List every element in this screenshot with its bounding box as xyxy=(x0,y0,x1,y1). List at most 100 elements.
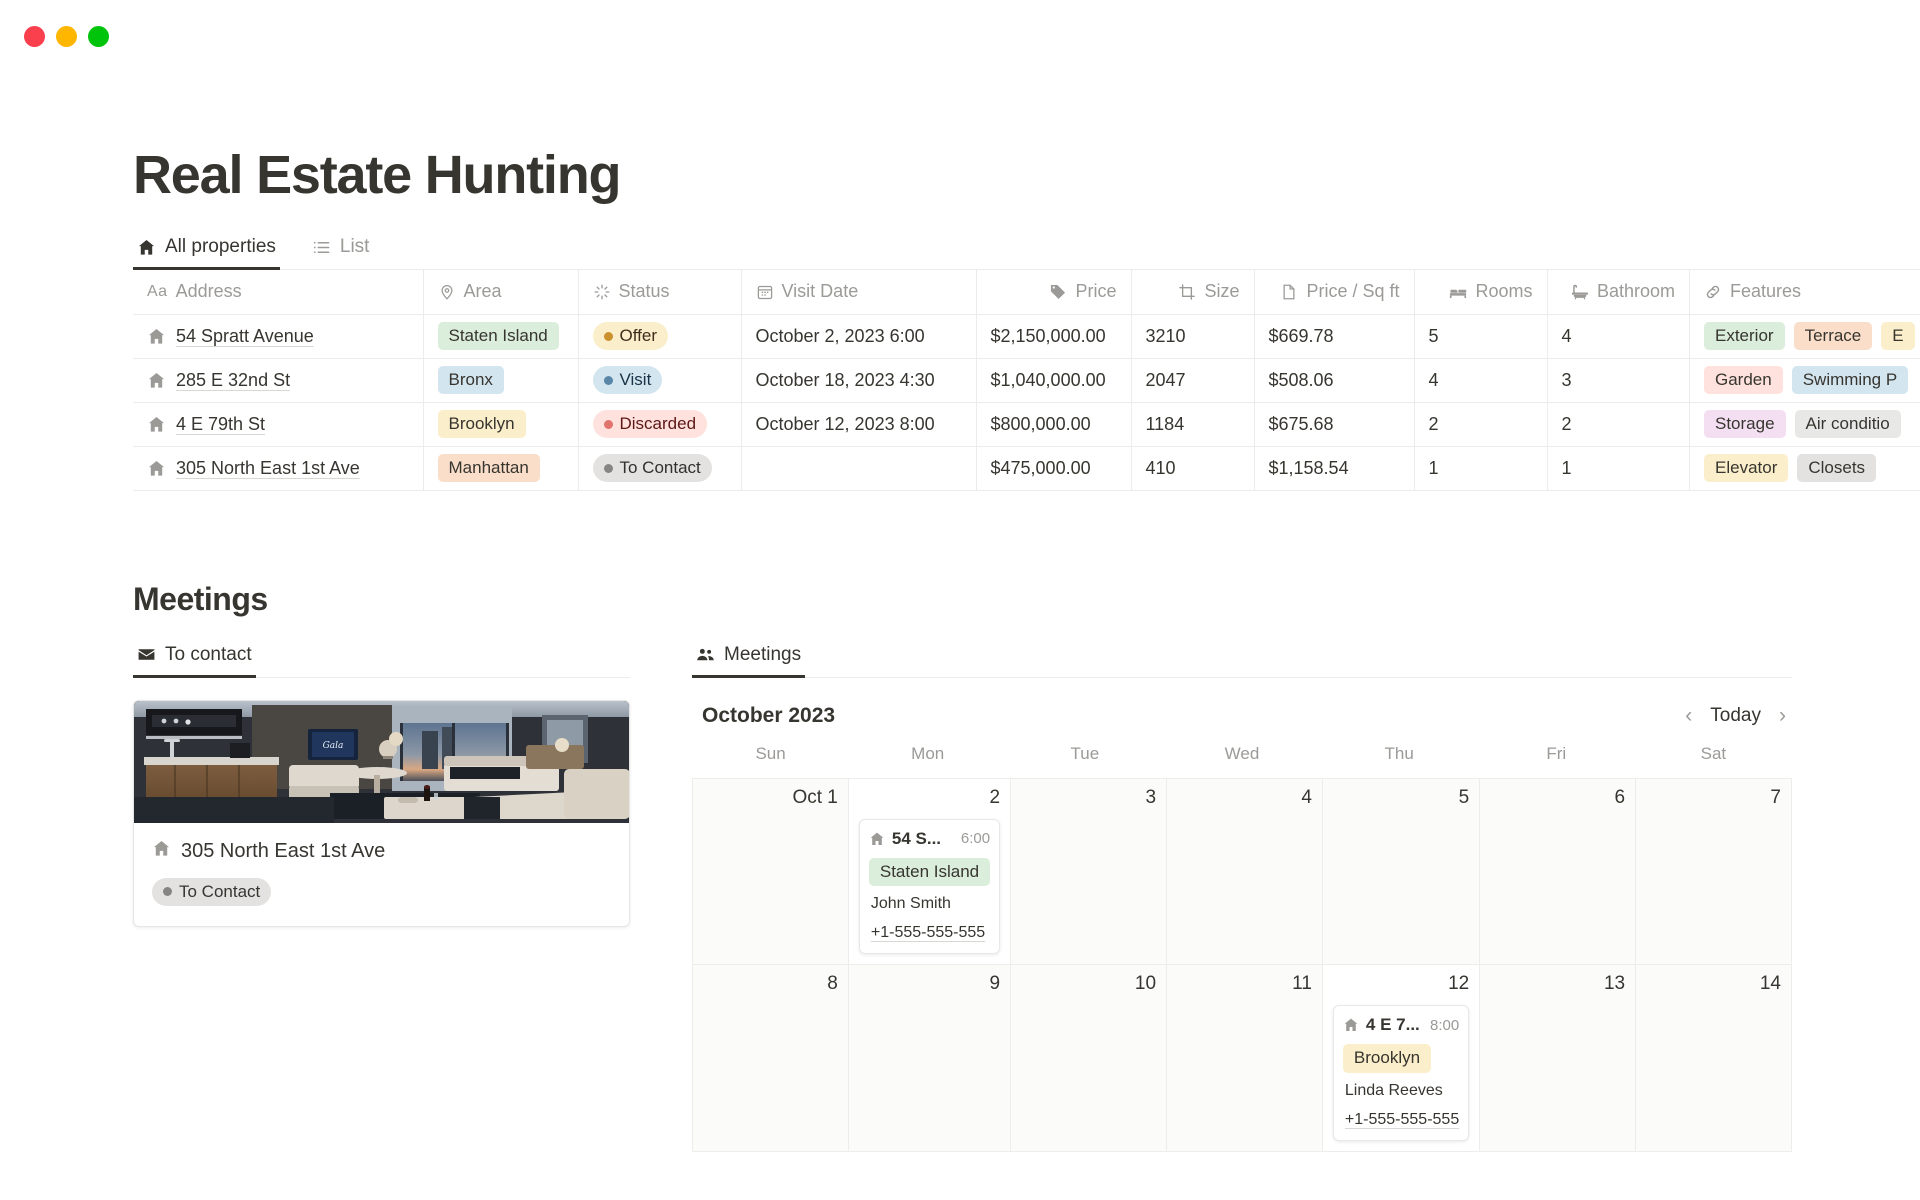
cell-area[interactable]: Manhattan xyxy=(423,446,579,491)
cell-area[interactable]: Bronx xyxy=(423,358,579,403)
tab-label: Meetings xyxy=(724,643,802,665)
day-number: 11 xyxy=(1292,973,1312,995)
address-link[interactable]: 54 Spratt Avenue xyxy=(176,325,314,346)
window-close-button[interactable] xyxy=(24,25,45,47)
calendar-day-cell[interactable]: 4 xyxy=(1167,778,1323,966)
calendar-day-cell[interactable]: 5 xyxy=(1322,778,1481,966)
calendar-day-cell[interactable]: 8 xyxy=(693,965,849,1153)
cell-rooms[interactable]: 2 xyxy=(1414,402,1548,447)
cell-status[interactable]: Discarded xyxy=(578,402,742,447)
cell-address[interactable]: 4 E 79th St xyxy=(133,402,424,447)
column-header-label: Features xyxy=(1730,281,1802,302)
column-header-rooms[interactable]: Rooms xyxy=(1414,270,1548,315)
calendar-day-cell[interactable]: 12 4 E 7... 8:00 Brooklyn Linda Reeves +1-555… xyxy=(1322,965,1481,1153)
calendar-day-cell[interactable]: 13 xyxy=(1480,965,1637,1153)
cell-price[interactable]: $475,000.00 xyxy=(976,446,1132,491)
today-button[interactable]: Today xyxy=(1710,704,1761,726)
cell-visit[interactable]: October 12, 2023 8:00 xyxy=(741,402,977,447)
to-contact-tabs: To contact xyxy=(133,640,630,678)
calendar-day-cell[interactable]: 11 xyxy=(1167,965,1323,1153)
calendar-day-cell[interactable]: 9 xyxy=(848,965,1012,1153)
cell-status[interactable]: To Contact xyxy=(578,446,742,491)
contact-card[interactable]: Gala xyxy=(133,699,630,928)
calendar-day-cell[interactable]: 2 54 S... 6:00 Staten Island John Smith +1-55… xyxy=(848,778,1012,966)
tab-to-contact[interactable]: To contact xyxy=(133,640,256,678)
calendar-day-cell[interactable]: 3 xyxy=(1011,778,1168,966)
cell-bathroom[interactable]: 4 xyxy=(1547,314,1690,359)
calendar-event-card[interactable]: 54 S... 6:00 Staten Island John Smith +1-555… xyxy=(858,818,1001,955)
cell-rooms[interactable]: 5 xyxy=(1414,314,1548,359)
column-header-address[interactable]: Aa Address xyxy=(133,270,424,315)
column-header-status[interactable]: Status xyxy=(578,270,742,315)
column-header-price[interactable]: Price xyxy=(976,270,1132,315)
cell-rooms[interactable]: 4 xyxy=(1414,358,1548,403)
address-link[interactable]: 4 E 79th St xyxy=(176,413,266,434)
feature-tag: E xyxy=(1881,321,1915,351)
cell-features[interactable]: Exterior Terrace E xyxy=(1689,314,1920,359)
cell-psf[interactable]: $669.78 xyxy=(1254,314,1415,359)
cell-size[interactable]: 3210 xyxy=(1131,314,1255,359)
status-label: Visit xyxy=(619,369,652,389)
cell-address[interactable]: 285 E 32nd St xyxy=(133,358,424,403)
cell-bathroom[interactable]: 1 xyxy=(1547,446,1690,491)
cell-size[interactable]: 2047 xyxy=(1131,358,1255,403)
cell-visit[interactable]: October 18, 2023 4:30 xyxy=(741,358,977,403)
column-header-area[interactable]: Area xyxy=(423,270,579,315)
column-header-visit[interactable]: Visit Date xyxy=(741,270,977,315)
day-number: 12 xyxy=(1448,973,1470,995)
event-contact-phone[interactable]: +1-555-555-555 xyxy=(870,924,986,942)
column-header-features[interactable]: Features xyxy=(1689,270,1920,315)
cell-features[interactable]: Elevator Closets xyxy=(1689,446,1920,491)
cell-bathroom[interactable]: 3 xyxy=(1547,358,1690,403)
calendar-day-cell[interactable]: 6 xyxy=(1480,778,1637,966)
table-row[interactable]: 305 North East 1st Ave Manhattan To Contac… xyxy=(133,446,1920,491)
table-row[interactable]: 285 E 32nd St Bronx Visit October 18, 2023 … xyxy=(133,358,1920,403)
calendar-event-card[interactable]: 4 E 7... 8:00 Brooklyn Linda Reeves +1-555-5… xyxy=(1332,1005,1470,1142)
calendar-day-cell[interactable]: 7 xyxy=(1636,778,1792,966)
cell-visit[interactable] xyxy=(741,446,977,491)
tab-meetings[interactable]: Meetings xyxy=(692,640,806,678)
cell-psf[interactable]: $675.68 xyxy=(1254,402,1415,447)
cell-visit[interactable]: October 2, 2023 6:00 xyxy=(741,314,977,359)
feature-tag: Closets xyxy=(1797,453,1877,483)
cell-size[interactable]: 1184 xyxy=(1131,402,1255,447)
feature-tag: Exterior xyxy=(1704,321,1785,351)
cell-features[interactable]: Storage Air conditio xyxy=(1689,402,1920,447)
column-header-psf[interactable]: Price / Sq ft xyxy=(1254,270,1415,315)
chevron-right-icon[interactable]: › xyxy=(1779,704,1786,727)
cell-size[interactable]: 410 xyxy=(1131,446,1255,491)
address-link[interactable]: 285 E 32nd St xyxy=(176,369,291,390)
cell-psf[interactable]: $1,158.54 xyxy=(1254,446,1415,491)
calendar-day-cell[interactable]: 10 xyxy=(1011,965,1168,1153)
status-badge: Discarded xyxy=(592,409,708,439)
status-dot xyxy=(603,463,613,473)
chevron-left-icon[interactable]: ‹ xyxy=(1685,704,1693,727)
table-row[interactable]: 4 E 79th St Brooklyn Discarded October 12, … xyxy=(133,402,1920,447)
cell-psf[interactable]: $508.06 xyxy=(1254,358,1415,403)
cell-area[interactable]: Staten Island xyxy=(423,314,579,359)
window-minimize-button[interactable] xyxy=(56,25,77,47)
cell-status[interactable]: Visit xyxy=(578,358,742,403)
cell-price[interactable]: $800,000.00 xyxy=(976,402,1132,447)
calendar-day-cell[interactable]: 14 xyxy=(1636,965,1792,1153)
tab-list[interactable]: List xyxy=(308,232,374,269)
cell-features[interactable]: Garden Swimming P xyxy=(1689,358,1920,403)
window-maximize-button[interactable] xyxy=(88,25,109,47)
table-row[interactable]: 54 Spratt Avenue Staten Island Offer Octobe… xyxy=(133,314,1920,359)
cell-status[interactable]: Offer xyxy=(578,314,742,359)
cell-price[interactable]: $1,040,000.00 xyxy=(976,358,1132,403)
cell-price[interactable]: $2,150,000.00 xyxy=(976,314,1132,359)
cell-address[interactable]: 305 North East 1st Ave xyxy=(133,446,424,491)
tab-all-properties[interactable]: All properties xyxy=(133,232,280,270)
cell-bathroom[interactable]: 2 xyxy=(1547,402,1690,447)
calendar-day-cell[interactable]: Oct 1 xyxy=(693,778,849,966)
weekday-label: Fri xyxy=(1546,743,1567,763)
column-header-bathroom[interactable]: Bathroom xyxy=(1547,270,1690,315)
day-number: 13 xyxy=(1603,973,1626,995)
cell-area[interactable]: Brooklyn xyxy=(423,402,579,447)
cell-address[interactable]: 54 Spratt Avenue xyxy=(133,314,424,359)
address-link[interactable]: 305 North East 1st Ave xyxy=(176,457,360,478)
column-header-size[interactable]: Size xyxy=(1131,270,1255,315)
cell-rooms[interactable]: 1 xyxy=(1414,446,1548,491)
event-contact-phone[interactable]: +1-555-555-555 xyxy=(1344,1111,1460,1129)
